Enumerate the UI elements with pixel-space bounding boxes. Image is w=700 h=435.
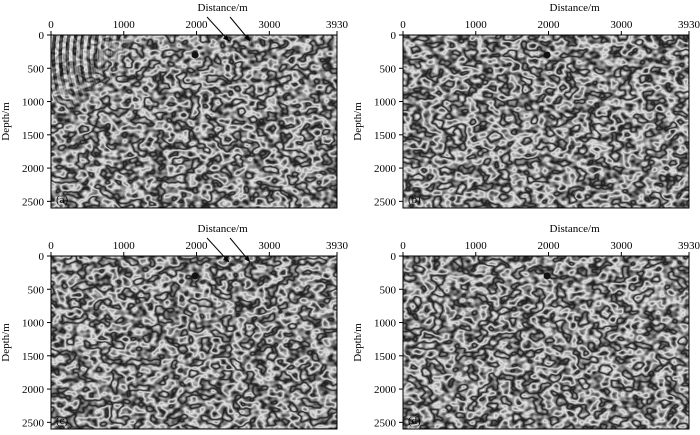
source-point xyxy=(191,51,199,59)
y-tick-label: 1500 xyxy=(374,351,397,363)
y-tick-label: 0 xyxy=(391,30,397,42)
x-tick-label: 0 xyxy=(400,240,406,252)
y-axis-title: Depth/m xyxy=(352,102,364,141)
y-axis-title: Depth/m xyxy=(0,323,12,362)
axes-frame xyxy=(402,34,690,209)
y-axis-title: Depth/m xyxy=(0,102,12,141)
y-tick-label: 2000 xyxy=(374,384,397,396)
x-tick-label: 1000 xyxy=(465,240,488,252)
x-tick-label: 0 xyxy=(48,19,54,31)
panel-label: (d) xyxy=(408,415,421,427)
x-axis-title: Distance/m xyxy=(198,2,249,14)
panel-b: 0 1000 2000 3000 3930 0 500 1000 1500 2000 2500 Dis… xyxy=(352,2,700,209)
y-tick-label: 500 xyxy=(380,63,397,75)
x-tick-label: 3000 xyxy=(258,240,281,252)
x-tick-label: 3000 xyxy=(610,240,633,252)
y-tick-label: 1000 xyxy=(374,97,397,109)
y-tick-label: 1000 xyxy=(374,318,397,330)
x-tick-label: 2000 xyxy=(538,19,561,31)
x-tick-label: 0 xyxy=(400,19,406,31)
panel-c: 0 1000 2000 3000 3930 0 500 1000 1500 2000 2500 Dis… xyxy=(0,223,349,430)
x-axis-title: Distance/m xyxy=(198,223,249,235)
wavefield-image xyxy=(403,35,689,208)
y-tick-label: 1500 xyxy=(374,130,397,142)
wavefront-rings xyxy=(403,35,689,208)
y-tick-label: 2500 xyxy=(22,417,45,429)
y-tick-label: 0 xyxy=(391,251,397,263)
wavefront-rings xyxy=(51,256,337,429)
x-axis-title: Distance/m xyxy=(550,223,601,235)
wavefield-image xyxy=(51,256,337,429)
y-tick-label: 1000 xyxy=(22,97,45,109)
y-tick-label: 500 xyxy=(28,284,45,296)
x-tick-label: 3930 xyxy=(326,240,349,252)
x-axis-title: Distance/m xyxy=(550,2,601,14)
x-tick-label: 1000 xyxy=(465,19,488,31)
y-tick-label: 0 xyxy=(39,251,45,263)
arrow-head xyxy=(244,255,250,262)
y-axis-title: Depth/m xyxy=(352,323,364,362)
axes-frame xyxy=(50,34,338,209)
x-tick-label: 1000 xyxy=(113,240,136,252)
x-tick-label: 3000 xyxy=(610,19,633,31)
panel-label: (c) xyxy=(56,415,69,427)
y-tick-label: 1500 xyxy=(22,130,45,142)
wavefield-image xyxy=(403,256,689,429)
y-tick-label: 1500 xyxy=(22,351,45,363)
y-tick-label: 2500 xyxy=(22,196,45,208)
arrow-head xyxy=(244,34,250,41)
x-tick-label: 3930 xyxy=(678,240,700,252)
wavefield-image xyxy=(51,35,337,208)
panel-label: (a) xyxy=(56,194,69,206)
y-tick-label: 1000 xyxy=(22,318,45,330)
arrow-head xyxy=(223,255,229,262)
panel-a: 0 1000 2000 3000 3930 0 500 1000 1500 2000 2500 Dis… xyxy=(0,2,349,209)
x-tick-label: 3000 xyxy=(258,19,281,31)
x-tick-label: 2000 xyxy=(186,19,209,31)
x-tick-label: 2000 xyxy=(186,240,209,252)
y-tick-label: 0 xyxy=(39,30,45,42)
x-tick-label: 2000 xyxy=(538,240,561,252)
x-tick-label: 3930 xyxy=(678,19,700,31)
y-tick-label: 2500 xyxy=(374,196,397,208)
source-point xyxy=(543,51,551,59)
wavefront-rings xyxy=(403,256,689,429)
x-tick-label: 1000 xyxy=(113,19,136,31)
y-tick-label: 2000 xyxy=(22,384,45,396)
source-point xyxy=(191,272,199,280)
wavefront-rings xyxy=(51,35,337,208)
y-tick-label: 2500 xyxy=(374,417,397,429)
y-tick-label: 2000 xyxy=(22,163,45,175)
x-tick-label: 0 xyxy=(48,240,54,252)
y-tick-label: 500 xyxy=(28,63,45,75)
y-tick-label: 2000 xyxy=(374,163,397,175)
axes-frame xyxy=(402,255,690,430)
panel-label: (b) xyxy=(408,194,421,206)
arrow-head xyxy=(223,34,229,41)
panel-d: 0 1000 2000 3000 3930 0 500 1000 1500 2000 2500 Dis… xyxy=(352,223,700,430)
axes-frame xyxy=(50,255,338,430)
y-tick-label: 500 xyxy=(380,284,397,296)
x-tick-label: 3930 xyxy=(326,19,349,31)
source-point xyxy=(543,272,551,280)
